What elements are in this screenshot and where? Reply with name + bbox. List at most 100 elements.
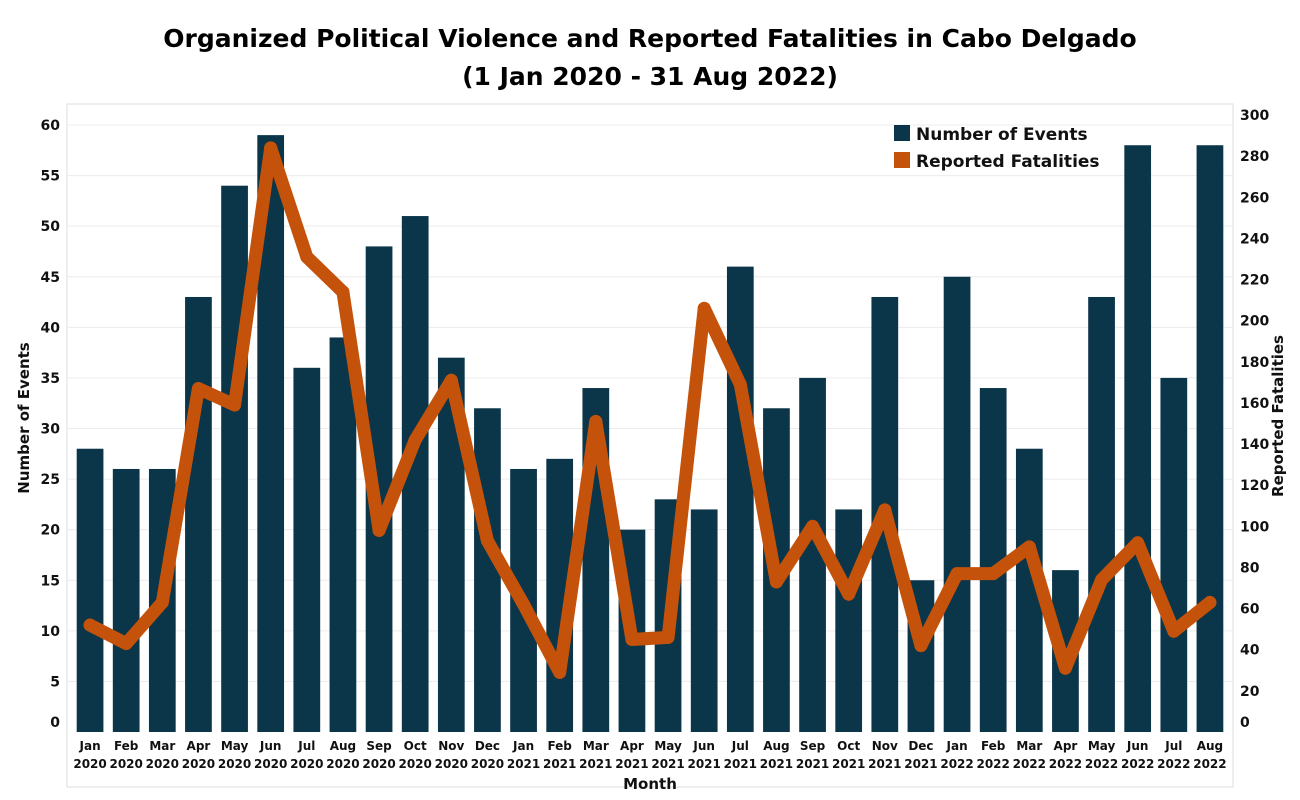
x-tick-label-month: Jan <box>512 739 534 753</box>
y2-tick-label: 20 <box>1240 684 1260 700</box>
x-tick-label-month: Mar <box>149 739 175 753</box>
line-point <box>83 618 97 632</box>
line-point <box>228 398 242 412</box>
x-axis: Jan 2020 Feb 2020 Mar 2020 Apr 2020 May 2020 Jun 20… <box>73 739 1226 771</box>
line-point <box>950 567 964 581</box>
x-tick-label-year: 2022 <box>1157 757 1190 771</box>
y-tick-label: 40 <box>41 320 61 336</box>
x-tick-label-month: Mar <box>583 739 609 753</box>
bar <box>1196 145 1224 732</box>
chart-subtitle: (1 Jan 2020 - 31 Aug 2022) <box>462 62 838 91</box>
x-tick-label-month: May <box>654 739 682 753</box>
y-tick-label: 50 <box>41 219 61 235</box>
line-point <box>697 301 711 315</box>
x-tick-label-month: Feb <box>547 739 572 753</box>
x-tick-label-month: Aug <box>1197 739 1223 753</box>
x-tick-label-year: 2021 <box>796 757 829 771</box>
bar <box>726 266 754 732</box>
x-tick-label-month: Jun <box>1126 739 1149 753</box>
x-tick-label-year: 2021 <box>832 757 865 771</box>
x-tick-label-year: 2020 <box>471 757 504 771</box>
bar <box>221 185 248 732</box>
chart-title: Organized Political Violence and Reporte… <box>163 24 1136 53</box>
x-tick-label-month: Apr <box>187 739 211 753</box>
line-point <box>1095 573 1109 587</box>
fatalities-line <box>83 141 1217 679</box>
x-tick-label-year: 2021 <box>615 757 648 771</box>
x-tick-label-year: 2020 <box>290 757 323 771</box>
x-axis-label: Month <box>623 775 677 793</box>
y2-tick-label: 160 <box>1240 396 1269 412</box>
x-tick-label-year: 2020 <box>435 757 468 771</box>
bar <box>690 509 718 732</box>
y2-tick-label: 280 <box>1240 149 1269 165</box>
bar <box>1160 377 1188 732</box>
line-point <box>733 377 747 391</box>
x-tick-label-year: 2022 <box>940 757 973 771</box>
bar <box>329 337 357 732</box>
x-tick-label-month: Jun <box>259 739 282 753</box>
line-series <box>83 141 1217 679</box>
y-tick-label: 0 <box>50 715 60 731</box>
line-point <box>191 382 205 396</box>
x-tick-label-year: 2022 <box>1013 757 1046 771</box>
bar <box>76 448 104 732</box>
line-point <box>769 575 783 589</box>
line-point <box>372 523 386 537</box>
x-tick-label-year: 2020 <box>254 757 287 771</box>
x-tick-label-year: 2020 <box>73 757 106 771</box>
x-tick-label-year: 2020 <box>398 757 431 771</box>
line-point <box>300 250 314 264</box>
x-tick-label-month: Jul <box>297 739 315 753</box>
y2-tick-label: 60 <box>1240 602 1260 618</box>
line-point <box>553 665 567 679</box>
x-tick-label-year: 2022 <box>1121 757 1154 771</box>
x-tick-label-month: Apr <box>620 739 644 753</box>
line-point <box>806 519 820 533</box>
bar <box>474 408 501 732</box>
y-tick-label: 45 <box>41 270 60 286</box>
x-tick-label-year: 2020 <box>326 757 359 771</box>
x-tick-label-year: 2021 <box>579 757 612 771</box>
y-axis-left: 0 5 10 15 20 25 30 35 40 45 50 55 60 <box>41 118 61 731</box>
y-tick-label: 55 <box>41 169 60 185</box>
line-point <box>264 141 278 155</box>
line-point <box>1022 540 1036 554</box>
y-axis-right: 0 20 40 60 80 100 120 140 160 180 200 220 240 260 280 3… <box>1240 108 1269 731</box>
x-tick-label-year: 2022 <box>1085 757 1118 771</box>
line-point <box>480 534 494 548</box>
x-tick-label-month: Mar <box>1016 739 1042 753</box>
x-tick-label-month: Oct <box>404 739 427 753</box>
x-tick-label-month: Oct <box>837 739 860 753</box>
line-point <box>878 503 892 517</box>
bar <box>1088 296 1115 732</box>
y-tick-label: 35 <box>41 371 60 387</box>
plot-frame <box>66 103 1234 788</box>
x-tick-label-year: 2022 <box>976 757 1009 771</box>
line-point <box>842 587 856 601</box>
y2-tick-label: 40 <box>1240 643 1260 659</box>
x-tick-label-year: 2021 <box>904 757 937 771</box>
line-point <box>914 639 928 653</box>
y2-tick-label: 140 <box>1240 437 1269 453</box>
x-tick-label-month: Aug <box>330 739 356 753</box>
y2-tick-label: 0 <box>1240 715 1250 731</box>
y2-tick-label: 240 <box>1240 231 1269 247</box>
y-tick-label: 15 <box>41 573 60 589</box>
x-tick-label-year: 2021 <box>507 757 540 771</box>
line-point <box>119 637 133 651</box>
x-tick-label-year: 2020 <box>146 757 179 771</box>
x-tick-label-year: 2021 <box>760 757 793 771</box>
bar <box>943 276 971 732</box>
y-tick-label: 30 <box>41 422 61 438</box>
bar <box>185 296 212 732</box>
x-tick-label-month: Jul <box>1164 739 1182 753</box>
legend: Number of Events Reported Fatalities <box>894 125 1100 172</box>
line-point <box>1203 595 1217 609</box>
x-tick-label-month: Aug <box>763 739 789 753</box>
x-tick-label-year: 2021 <box>543 757 576 771</box>
line-point <box>1058 661 1072 675</box>
y2-tick-label: 120 <box>1240 478 1269 494</box>
legend-label-events: Number of Events <box>916 125 1088 145</box>
